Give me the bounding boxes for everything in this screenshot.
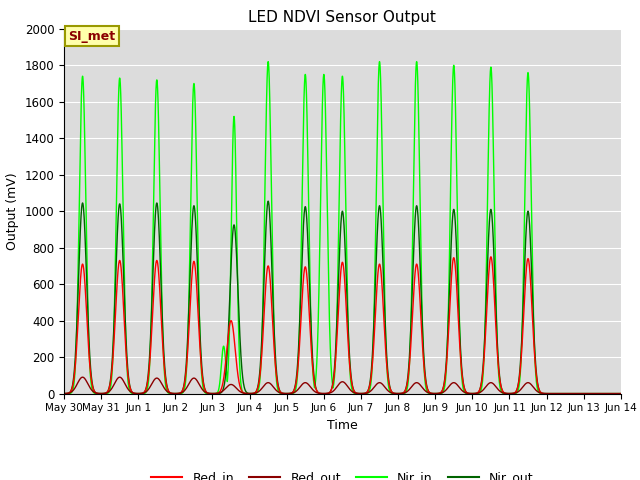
Red_in <box>88 381 96 386</box>
Red_out <box>390 390 397 396</box>
Nir_out <box>264 198 272 204</box>
Red_out <box>116 374 124 380</box>
Line: Nir_in: Nir_in <box>64 61 621 394</box>
Nir_in <box>264 59 272 64</box>
Nir_out <box>473 390 481 396</box>
Nir_out <box>414 211 422 216</box>
Red_in <box>262 285 269 291</box>
Nir_out <box>617 391 625 396</box>
Nir_in <box>262 147 269 153</box>
Red_out <box>88 387 96 393</box>
Red_out <box>503 391 511 396</box>
Nir_out <box>262 234 269 240</box>
Line: Nir_out: Nir_out <box>64 201 621 394</box>
Nir_in <box>617 391 625 396</box>
Red_in <box>60 391 68 396</box>
Nir_out <box>88 379 96 384</box>
Title: LED NDVI Sensor Output: LED NDVI Sensor Output <box>248 10 436 25</box>
Red_in <box>617 391 625 396</box>
Nir_in <box>503 391 511 396</box>
Line: Red_out: Red_out <box>64 377 621 394</box>
X-axis label: Time: Time <box>327 419 358 432</box>
Nir_out <box>390 390 397 396</box>
Red_out <box>60 391 68 396</box>
Legend: Red_in, Red_out, Nir_in, Nir_out: Red_in, Red_out, Nir_in, Nir_out <box>146 467 539 480</box>
Red_in <box>390 390 397 396</box>
Red_in <box>503 391 511 396</box>
Nir_out <box>60 391 68 396</box>
Nir_in <box>88 386 96 392</box>
Nir_in <box>414 80 422 85</box>
Red_out <box>262 381 269 387</box>
Red_in <box>473 390 481 396</box>
Text: SI_met: SI_met <box>68 30 116 43</box>
Red_out <box>473 390 481 396</box>
Line: Red_in: Red_in <box>64 257 621 394</box>
Red_out <box>617 391 625 396</box>
Nir_in <box>390 391 397 396</box>
Nir_in <box>473 391 481 396</box>
Red_in <box>414 266 422 272</box>
Red_in <box>487 254 495 260</box>
Nir_out <box>503 391 511 396</box>
Nir_in <box>60 391 68 396</box>
Red_out <box>414 380 422 386</box>
Y-axis label: Output (mV): Output (mV) <box>6 172 19 250</box>
